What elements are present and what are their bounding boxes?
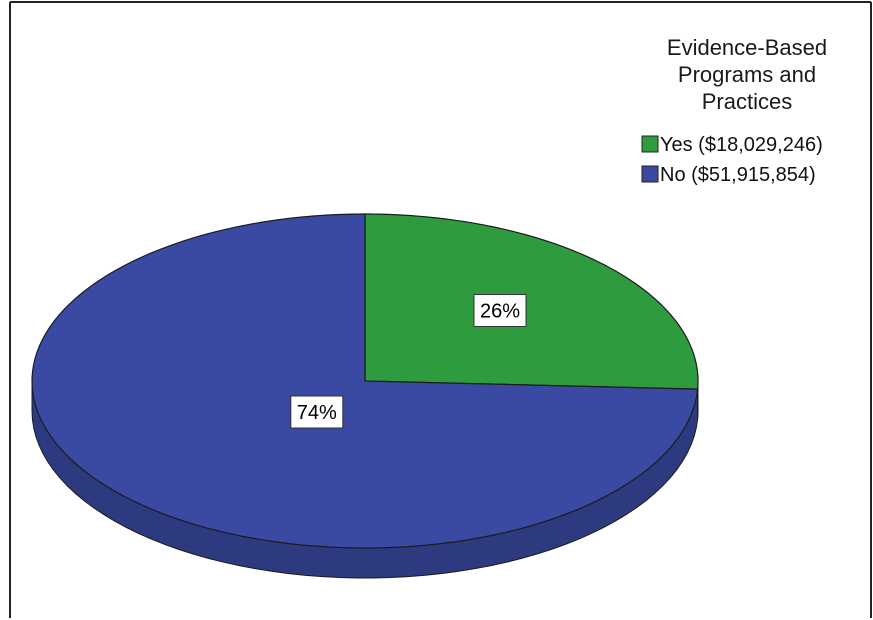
legend-title-line-1: Evidence-Based bbox=[667, 35, 827, 60]
legend: Evidence-Based Programs and Practices Ye… bbox=[641, 35, 827, 186]
pie-slice-0 bbox=[364, 213, 699, 390]
pie-label-0: 26% bbox=[473, 294, 527, 327]
legend-items: Yes ($18,029,246) No ($51,915,854) bbox=[641, 134, 823, 186]
legend-label-0: Yes ($18,029,246) bbox=[660, 134, 823, 156]
legend-item-0: Yes ($18,029,246) bbox=[641, 134, 823, 156]
legend-item-1: No ($51,915,854) bbox=[641, 164, 816, 186]
pie-layer: 26% 74% bbox=[31, 213, 699, 579]
legend-swatch-0 bbox=[641, 135, 659, 153]
pie-label-text-0: 26% bbox=[480, 301, 520, 323]
pie-label-text-1: 74% bbox=[297, 402, 337, 424]
legend-label-1: No ($51,915,854) bbox=[660, 164, 816, 186]
pie-label-box-0 bbox=[473, 294, 527, 327]
pie-slice-1 bbox=[31, 213, 699, 549]
pie-label-box-1 bbox=[290, 395, 344, 429]
pie-label-1: 74% bbox=[290, 395, 344, 429]
legend-swatch-1 bbox=[641, 165, 659, 183]
legend-title-line-2: Programs and bbox=[678, 62, 816, 87]
legend-title-line-3: Practices bbox=[702, 89, 792, 114]
